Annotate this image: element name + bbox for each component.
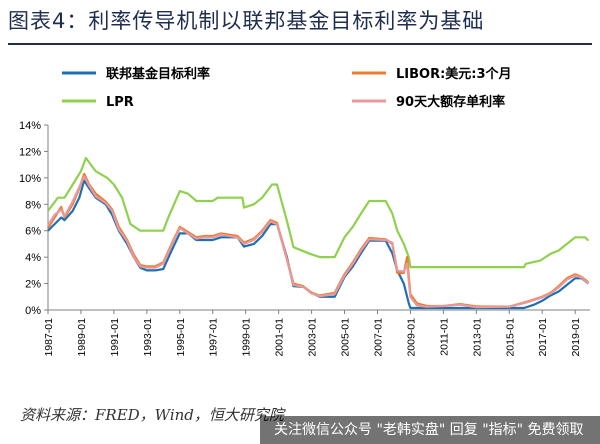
title-divider xyxy=(8,43,592,45)
x-tick-label: 1995-01 xyxy=(175,318,187,357)
legend-label-0: 联邦基金目标利率 xyxy=(106,66,210,82)
x-tick-label: 1993-01 xyxy=(142,318,154,357)
rates-line-chart: 联邦基金目标利率 LIBOR:美元:3个月 LPR 90天大额存单利率 0% 2% 4% 6… xyxy=(19,66,590,357)
x-tick-label: 1991-01 xyxy=(109,318,121,357)
y-tick-label: 0% xyxy=(25,305,41,317)
legend-label-3: 90天大额存单利率 xyxy=(396,94,505,110)
watermark-banner: 关注微信公众号 "老韩实盘" 回复 "指标" 免费领取 xyxy=(260,416,600,444)
y-tick-label: 14% xyxy=(19,120,41,132)
x-tick-label: 2017-01 xyxy=(537,318,549,357)
x-tick-label: 1987-01 xyxy=(43,318,55,357)
y-tick-label: 12% xyxy=(19,146,41,158)
x-tick-label: 2011-01 xyxy=(438,318,450,356)
x-tick-label: 1999-01 xyxy=(241,318,253,357)
series-line-0 xyxy=(47,179,590,310)
chart-title: 图表4：利率传导机制以联邦基金目标利率为基础 xyxy=(8,9,485,33)
y-tick-label: 4% xyxy=(25,252,41,264)
x-tick-label: 2019-01 xyxy=(570,318,582,357)
y-tick-label: 6% xyxy=(25,226,41,238)
series-line-2 xyxy=(47,156,590,269)
x-tick-label: 2007-01 xyxy=(372,318,384,357)
x-tick-label: 2009-01 xyxy=(405,318,417,357)
y-tick-label: 2% xyxy=(25,279,41,291)
x-tick-label: 2013-01 xyxy=(471,318,483,357)
x-tick-label: 2001-01 xyxy=(274,318,286,357)
legend-label-2: LPR xyxy=(106,95,134,110)
chart-series xyxy=(47,156,590,310)
x-tick-label: 2003-01 xyxy=(307,318,319,357)
x-tick-label: 2015-01 xyxy=(504,318,516,357)
chart-legend: 联邦基金目标利率 LIBOR:美元:3个月 LPR 90天大额存单利率 xyxy=(62,66,512,110)
series-line-3 xyxy=(47,175,590,309)
series-line-1 xyxy=(47,172,590,308)
x-tick-label: 1989-01 xyxy=(76,318,88,357)
axis-ticks: 0% 2% 4% 6% 8% 10% 12% 14% 1987-01 1989-01 1991-01… xyxy=(19,120,582,357)
legend-label-1: LIBOR:美元:3个月 xyxy=(396,66,512,82)
y-tick-label: 8% xyxy=(25,199,41,211)
x-tick-label: 2005-01 xyxy=(340,318,352,357)
source-note: 资料来源：FRED，Wind，恒大研究院 xyxy=(20,406,284,424)
chart-axes xyxy=(47,125,590,311)
y-tick-label: 10% xyxy=(19,173,41,185)
x-tick-label: 1997-01 xyxy=(208,318,220,357)
